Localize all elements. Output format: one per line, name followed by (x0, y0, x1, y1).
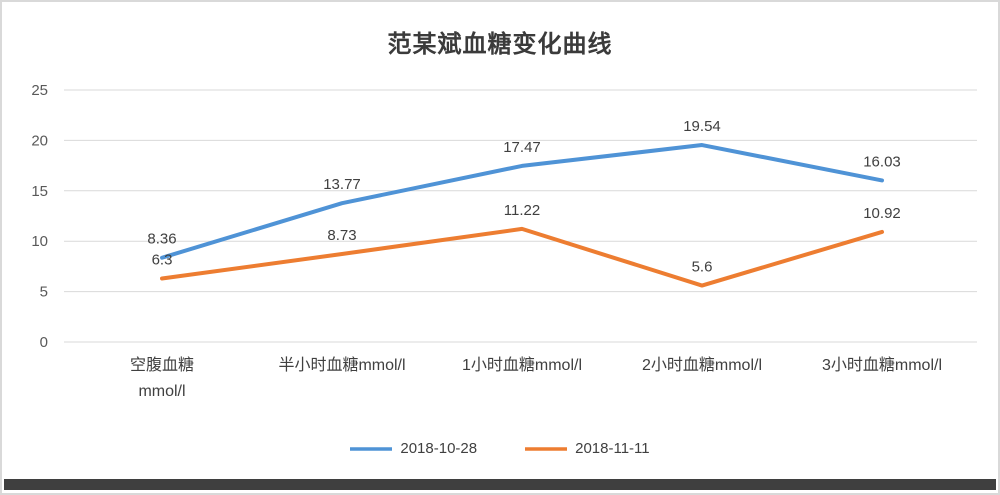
data-point-label: 5.6 (692, 259, 713, 276)
y-axis-tick-label: 25 (31, 82, 48, 99)
line-chart: 0 5 10 15 20 25 空腹血糖 mmol/l 半小时血糖mmol/l 1小时血糖mmol… (31, 82, 977, 400)
x-axis-category-label: 2小时血糖mmol/l (642, 356, 762, 374)
data-point-label: 16.03 (863, 153, 901, 170)
data-point-label: 11.22 (504, 202, 540, 219)
data-point-label: 6.3 (152, 251, 173, 268)
y-axis-tick-label: 5 (40, 284, 48, 301)
chart-title: 范某斌血糖变化曲线 (387, 31, 613, 58)
series-line (160, 226, 884, 288)
legend-item-series2: 2018-11-11 (525, 440, 650, 457)
data-point-label: 8.73 (327, 227, 356, 244)
x-axis-category-label: mmol/l (138, 383, 185, 400)
legend-item-series1: 2018-10-28 (350, 440, 477, 457)
x-axis-category-label: 空腹血糖 (130, 356, 194, 374)
series-line (160, 143, 884, 260)
data-point-label: 13.77 (323, 176, 361, 193)
bottom-bar (4, 479, 996, 490)
legend-label-series2: 2018-11-11 (575, 440, 650, 457)
y-axis-tick-label: 15 (31, 183, 48, 200)
data-point-label: 17.47 (503, 139, 541, 156)
y-axis-tick-label: 10 (31, 233, 48, 250)
legend: 2018-10-28 2018-11-11 (2, 440, 998, 457)
legend-label-series1: 2018-10-28 (400, 440, 478, 457)
data-point-label: 10.92 (863, 205, 901, 222)
y-axis-tick-label: 0 (40, 334, 48, 351)
y-axis-tick-label: 20 (31, 132, 48, 149)
data-point-label: 8.36 (147, 231, 176, 248)
x-axis-category-label: 3小时血糖mmol/l (822, 356, 942, 374)
x-axis-category-label: 1小时血糖mmol/l (462, 356, 582, 374)
x-axis-category-label: 半小时血糖mmol/l (278, 356, 405, 374)
data-point-label: 19.54 (683, 118, 721, 135)
legend-swatch-series1 (350, 446, 393, 451)
legend-swatch-series2 (525, 446, 568, 451)
